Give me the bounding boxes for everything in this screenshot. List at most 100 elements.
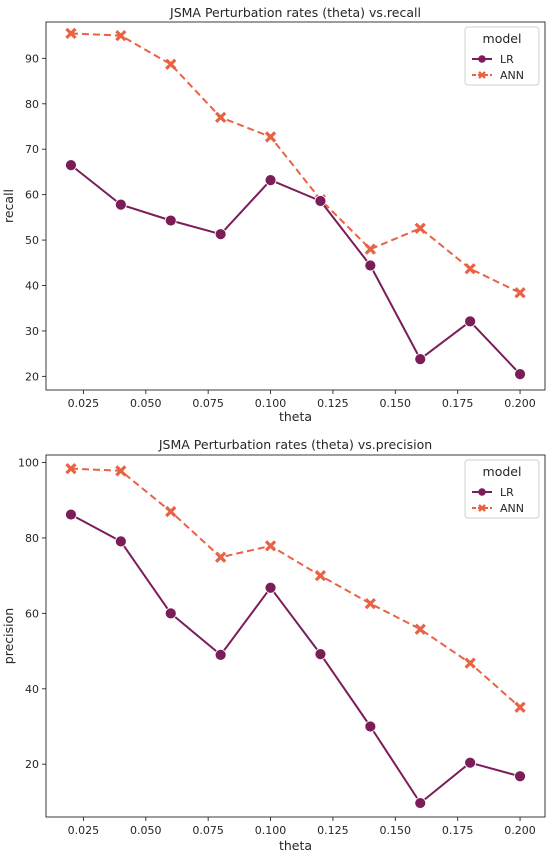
data-point [65,27,77,39]
legend: model LR ANN [464,26,540,86]
y-tick-label: 60 [25,607,39,620]
y-tick-label: 30 [25,325,39,338]
x-axis-label: theta [279,838,312,853]
legend-marker [478,55,486,63]
data-point [314,648,327,660]
series-ann [65,462,526,713]
y-tick-label: 80 [25,98,39,111]
y-axis-label: recall [1,189,16,223]
y-tick-label: 50 [25,234,39,247]
y-tick-label: 20 [25,370,39,383]
data-point [165,505,177,518]
legend-label: ANN [500,502,524,515]
x-tick-label: 0.175 [442,397,474,410]
legend-box [464,459,540,519]
data-point [65,159,77,172]
y-tick-label: 40 [25,683,39,696]
data-point [214,648,227,661]
data-point [314,195,327,207]
legend-label: LR [500,486,514,499]
series-lr [65,159,526,380]
y-tick-label: 40 [25,280,39,293]
legend-title: model [483,31,522,46]
x-tick-label: 0.075 [192,397,224,410]
data-point [414,353,427,366]
data-point [364,243,376,255]
legend: model LR ANN [464,459,540,519]
y-tick-label: 100 [18,457,39,470]
legend-marker [478,71,486,79]
data-point [114,535,127,548]
data-point [514,287,526,299]
data-point [215,111,227,124]
legend-label: LR [500,53,514,66]
x-tick-label: 0.125 [317,824,349,837]
legend-entry-lr: LR [472,53,514,66]
data-point [514,368,526,380]
chart-precision: JSMA Perturbation rates (theta) vs.preci… [1,437,546,853]
legend-entry-ann: ANN [472,69,524,82]
data-point [264,174,277,187]
data-point [414,797,427,809]
data-point [264,540,277,552]
data-point [464,263,476,275]
series-lr [65,508,526,809]
data-point [264,581,277,594]
data-point [264,131,277,143]
data-point [214,228,227,241]
x-tick-label: 0.150 [380,824,412,837]
legend-box [464,26,540,86]
chart-title: JSMA Perturbation rates (theta) vs.preci… [158,437,432,452]
y-tick-label: 90 [25,52,39,65]
y-axis-label: precision [1,608,16,664]
x-tick-label: 0.100 [255,397,287,410]
x-tick-label: 0.100 [255,824,287,837]
chart-recall: JSMA Perturbation rates (theta) vs.recal… [1,5,546,424]
series-line [70,164,521,375]
data-point [364,597,376,610]
y-tick-label: 60 [25,189,39,202]
x-axis-label: theta [279,409,312,424]
legend-title: model [483,464,522,479]
x-tick-label: 0.050 [130,397,162,410]
legend-marker [478,488,486,496]
data-point [414,222,426,234]
x-tick-label: 0.200 [504,824,536,837]
series-line [70,467,521,709]
x-tick-label: 0.025 [68,824,100,837]
data-point [115,29,127,42]
data-point [464,756,477,769]
data-point [314,570,327,582]
y-tick-label: 70 [25,143,39,156]
x-tick-label: 0.175 [442,824,474,837]
chart-title: JSMA Perturbation rates (theta) vs.recal… [169,5,421,20]
series-line [70,32,521,294]
legend-entry-ann: ANN [472,502,524,515]
x-tick-label: 0.150 [380,397,412,410]
legend-entry-lr: LR [472,486,514,499]
plot-frame [45,21,546,391]
data-point [414,623,426,635]
data-point [364,259,377,272]
data-point [514,701,526,713]
data-point [215,551,227,563]
data-point [114,198,127,211]
plot-frame [45,454,546,818]
series-line [70,513,521,804]
data-point [65,462,77,475]
data-point [464,657,476,669]
x-tick-label: 0.075 [192,824,224,837]
y-tick-label: 80 [25,532,39,545]
legend-label: ANN [500,69,524,82]
y-tick-label: 20 [25,758,39,771]
legend-marker [478,504,486,512]
x-tick-label: 0.125 [317,397,349,410]
data-point [464,315,477,328]
data-point [165,58,177,70]
data-point [65,508,77,521]
data-point [164,214,177,227]
x-tick-label: 0.025 [68,397,100,410]
x-tick-label: 0.050 [130,824,162,837]
data-point [364,720,377,733]
